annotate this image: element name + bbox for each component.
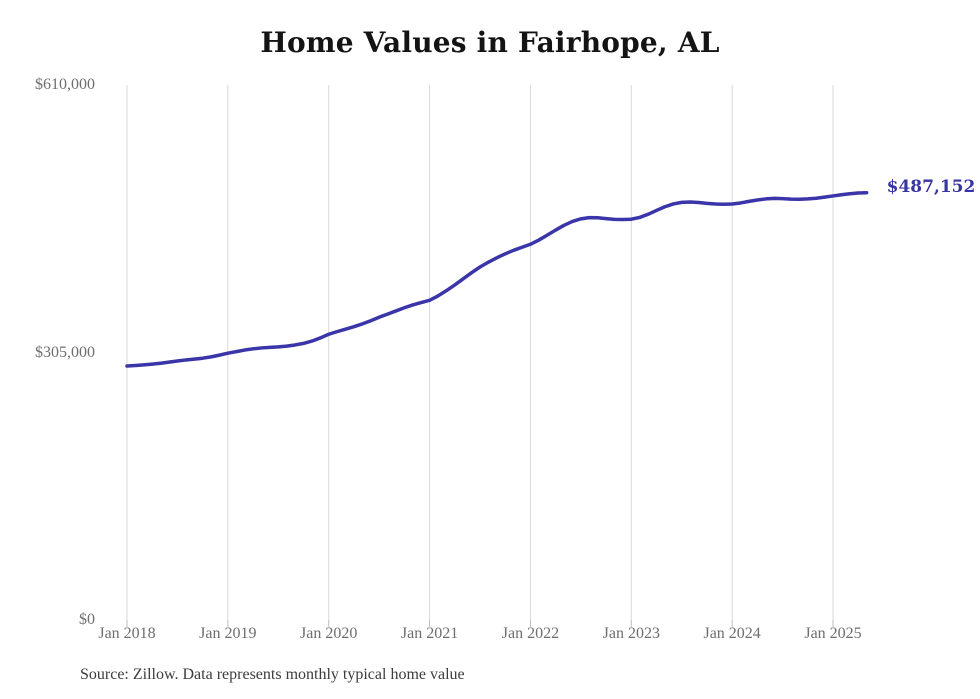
x-axis-label: Jan 2023 <box>602 625 660 642</box>
y-axis-label: $305,000 <box>35 343 95 361</box>
x-axis-label: Jan 2019 <box>199 625 257 642</box>
latest-value-label: $487,152 <box>886 176 976 197</box>
x-axis-label: Jan 2025 <box>804 625 862 642</box>
x-axis-label: Jan 2020 <box>300 625 358 642</box>
value-line <box>125 190 869 368</box>
x-axis-label: Jan 2018 <box>98 625 156 642</box>
x-axis-label: Jan 2024 <box>703 625 761 642</box>
chart-title: Home Values in Fairhope, AL <box>260 26 720 59</box>
y-axis-label: $610,000 <box>35 76 95 93</box>
y-axis-label: $0 <box>79 611 95 628</box>
x-axis-label: Jan 2021 <box>400 625 459 642</box>
x-axis-label: Jan 2022 <box>501 625 560 642</box>
source-note: Source: Zillow. Data represents monthly … <box>80 666 465 683</box>
